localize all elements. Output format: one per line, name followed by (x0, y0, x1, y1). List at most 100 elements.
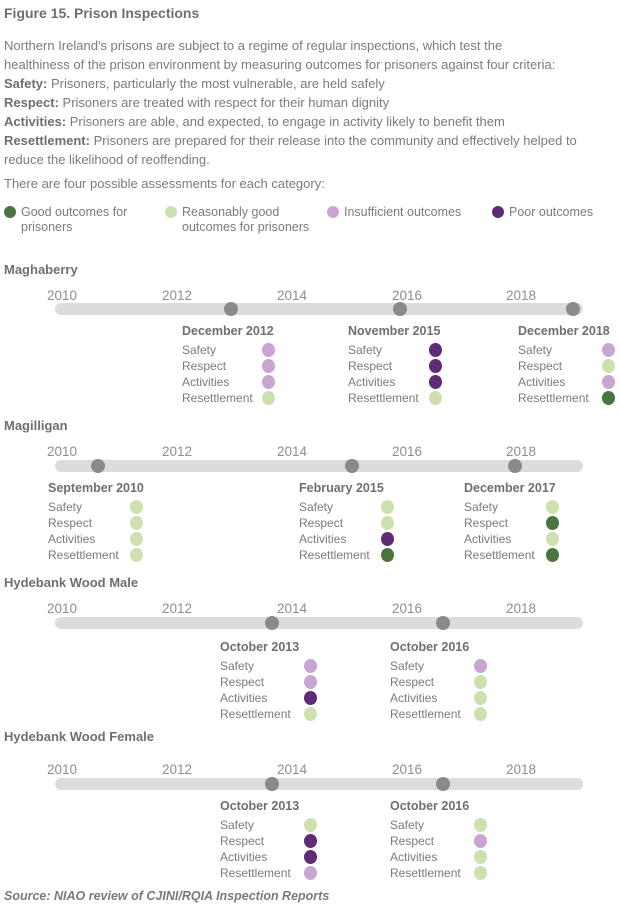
year-label: 2012 (161, 444, 193, 459)
rating-row: Respect (390, 833, 550, 849)
rating-label: Respect (182, 359, 227, 373)
rating-label: Resettlement (390, 707, 461, 721)
figure-title: Figure 15. Prison Inspections (4, 5, 200, 21)
rating-label: Activities (390, 850, 438, 864)
rating-dot (130, 532, 143, 546)
year-label: 2014 (276, 601, 308, 616)
rating-row: Respect (220, 833, 380, 849)
reasonably-good-outcomes-dot-icon (165, 206, 177, 218)
rating-row: Activities (220, 690, 380, 706)
rating-dot (429, 391, 442, 405)
inspection-date: October 2016 (390, 799, 470, 813)
rating-row: Respect (518, 358, 620, 374)
rating-dot (474, 834, 487, 848)
rating-row: Respect (464, 515, 620, 531)
rating-label: Safety (299, 500, 334, 514)
criterion-desc: Prisoners are prepared for their release… (4, 133, 577, 167)
rating-row: Safety (299, 499, 459, 515)
criterion-safety: Safety: Prisoners, particularly the most… (4, 74, 617, 93)
rating-row: Resettlement (299, 547, 459, 563)
intro-line: Northern Ireland's prisons are subject t… (4, 38, 503, 53)
rating-row: Respect (299, 515, 459, 531)
prison-name: Maghaberry (4, 262, 78, 277)
rating-row: Safety (48, 499, 208, 515)
rating-label: Activities (299, 532, 347, 546)
rating-dot (602, 359, 615, 373)
year-label: 2012 (161, 762, 193, 777)
rating-dot (381, 532, 394, 546)
prison-section-hydebank-wood-female: Hydebank Wood Female 2010 2012 2014 2016… (0, 729, 620, 884)
rating-dot (130, 516, 143, 530)
rating-row: Safety (390, 658, 550, 674)
rating-label: Respect (220, 675, 265, 689)
criterion-term: Activities: (4, 114, 67, 129)
prison-section-hydebank-wood-male: Hydebank Wood Male 2010 2012 2014 2016 2… (0, 575, 620, 729)
rating-dot (429, 359, 442, 373)
inspection-date: December 2017 (464, 481, 556, 495)
criterion-respect: Respect: Prisoners are treated with resp… (4, 93, 617, 112)
rating-dot (546, 548, 559, 562)
rating-dot (474, 691, 487, 705)
rating-dot (262, 375, 275, 389)
rating-row: Resettlement (390, 706, 550, 722)
inspection-date: November 2015 (348, 324, 441, 338)
prison-name: Magilligan (4, 418, 68, 433)
rating-label: Safety (182, 343, 217, 357)
rating-label: Safety (390, 818, 425, 832)
year-label: 2012 (161, 601, 193, 616)
inspection-date: December 2012 (182, 324, 274, 338)
year-label: 2016 (391, 444, 423, 459)
rating-dot (474, 659, 487, 673)
inspection-marker (436, 777, 450, 791)
rating-label: Safety (390, 659, 425, 673)
rating-label: Safety (348, 343, 383, 357)
rating-label: Activities (390, 691, 438, 705)
rating-row: Safety (220, 658, 380, 674)
inspection-marker (393, 302, 407, 316)
rating-label: Resettlement (48, 548, 119, 562)
rating-label: Resettlement (299, 548, 370, 562)
rating-label: Activities (220, 850, 268, 864)
inspection-marker (265, 616, 279, 630)
rating-dot (381, 516, 394, 530)
rating-row: Respect (390, 674, 550, 690)
rating-label: Safety (518, 343, 553, 357)
rating-dot (304, 834, 317, 848)
rating-label: Respect (464, 516, 509, 530)
rating-dot (474, 866, 487, 880)
rating-label: Resettlement (518, 391, 589, 405)
rating-label: Activities (220, 691, 268, 705)
rating-label: Resettlement (220, 707, 291, 721)
rating-label: Resettlement (182, 391, 253, 405)
inspection-date: December 2018 (518, 324, 610, 338)
rating-row: Activities (48, 531, 208, 547)
rating-dot (602, 391, 615, 405)
rating-row: Safety (220, 817, 380, 833)
rating-row: Activities (182, 374, 342, 390)
year-label: 2010 (46, 288, 78, 303)
criterion-term: Respect: (4, 95, 59, 110)
source-note: Source: NIAO review of CJINI/RQIA Inspec… (4, 889, 330, 903)
inspection-date: February 2015 (299, 481, 384, 495)
inspection-column: October 2016 Safety Respect Activities R… (390, 800, 550, 881)
year-label: 2018 (505, 601, 537, 616)
poor-outcomes-dot-icon (492, 206, 504, 218)
rating-dot (262, 359, 275, 373)
criterion-activities: Activities: Prisoners are able, and expe… (4, 112, 617, 131)
rating-dot (304, 707, 317, 721)
rating-row: Resettlement (220, 706, 380, 722)
timeline-bar (55, 459, 583, 473)
rating-row: Activities (390, 849, 550, 865)
rating-row: Resettlement (518, 390, 620, 406)
rating-dot (474, 850, 487, 864)
rating-dot (304, 659, 317, 673)
year-label: 2010 (46, 601, 78, 616)
legend-label: Insufficient outcomes (344, 205, 462, 219)
criterion-desc: Prisoners, particularly the most vulnera… (50, 76, 385, 91)
rating-label: Respect (390, 834, 435, 848)
rating-dot (130, 548, 143, 562)
legend-item-insufficient: Insufficient outcomes (327, 205, 487, 220)
rating-label: Respect (220, 834, 265, 848)
inspection-marker (345, 459, 359, 473)
